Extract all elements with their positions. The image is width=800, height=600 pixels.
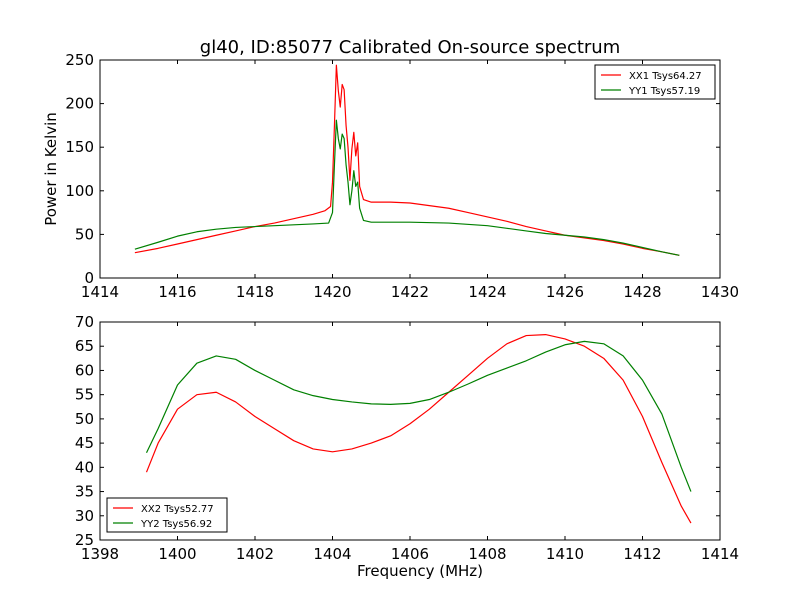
y-tick-label: 50: [75, 225, 94, 243]
legend-label-2: YY1 Tsys57.19: [628, 86, 700, 97]
y-tick-label: 100: [65, 182, 94, 200]
x-tick-label: 1412: [623, 545, 661, 563]
x-tick-label: 1406: [391, 545, 429, 563]
series-line-1: [145, 334, 692, 524]
chart-title: gl40, ID:85077 Calibrated On-source spec…: [200, 37, 620, 58]
x-tick-label: 1404: [313, 545, 351, 563]
series-line-1: [134, 64, 680, 256]
top-panel: 1414 1416 1418 1420 1422 1424 1426 1428 1430 0 50 1…: [42, 51, 739, 301]
series-line-2: [134, 119, 680, 256]
y-tick-label: 250: [65, 51, 94, 69]
series-line-2: [145, 340, 692, 492]
legend-box: [594, 64, 716, 100]
legend: XX2 Tsys52.77 YY2 Tsys56.92: [106, 497, 228, 533]
y-tick-label: 40: [75, 458, 94, 476]
y-tick-label: 60: [75, 361, 94, 379]
y-tick-label: 65: [75, 337, 94, 355]
legend-label-2: YY2 Tsys56.92: [140, 519, 212, 530]
y-tick-label: 200: [65, 95, 94, 113]
y-tick-label: 30: [75, 507, 94, 525]
x-tick-label: 1428: [623, 283, 661, 301]
y-tick-label: 35: [75, 483, 94, 501]
x-tick-label: 1414: [701, 545, 739, 563]
y-axis-label: Power in Kelvin: [42, 112, 60, 226]
legend-box: [106, 497, 228, 533]
x-tick-label: 1410: [546, 545, 584, 563]
y-tick-label: 150: [65, 138, 94, 156]
bottom-panel: 1398 1400 1402 1404 1406 1408 1410 1412 1414 25 30…: [75, 313, 739, 580]
x-tick-label: 1408: [468, 545, 506, 563]
y-tick-label: 25: [75, 531, 94, 549]
x-tick-label: 1402: [236, 545, 274, 563]
x-tick-label: 1414: [81, 283, 119, 301]
legend: XX1 Tsys64.27 YY1 Tsys57.19: [594, 64, 716, 100]
x-tick-label: 1398: [81, 545, 119, 563]
y-tick-label: 50: [75, 410, 94, 428]
x-tick-label: 1424: [468, 283, 506, 301]
x-tick-label: 1416: [158, 283, 196, 301]
legend-label-1: XX1 Tsys64.27: [629, 71, 702, 82]
y-tick-label: 45: [75, 434, 94, 452]
y-tick-label: 0: [84, 269, 94, 287]
x-tick-label: 1422: [391, 283, 429, 301]
x-tick-label: 1426: [546, 283, 584, 301]
y-tick-label: 70: [75, 313, 94, 331]
x-tick-label: 1420: [313, 283, 351, 301]
x-axis-label: Frequency (MHz): [357, 562, 483, 580]
legend-label-1: XX2 Tsys52.77: [141, 504, 214, 515]
y-tick-label: 55: [75, 386, 94, 404]
x-tick-label: 1400: [158, 545, 196, 563]
x-tick-label: 1430: [701, 283, 739, 301]
x-tick-label: 1418: [236, 283, 274, 301]
